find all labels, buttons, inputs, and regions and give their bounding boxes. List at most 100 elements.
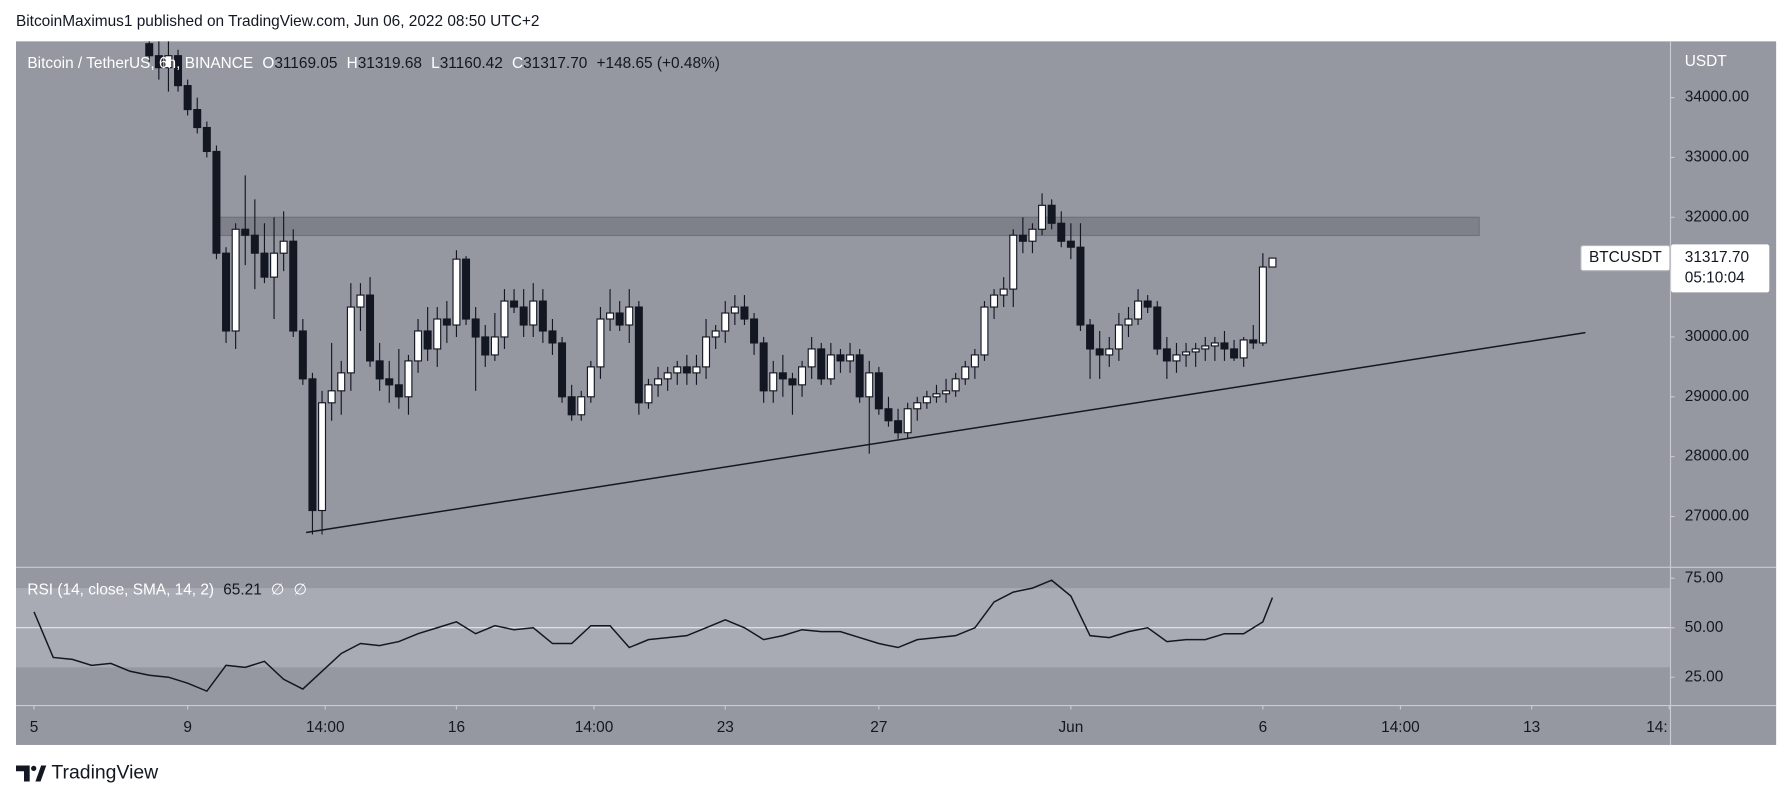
candle-body [1153, 306, 1162, 350]
ohlc-key: C [512, 55, 523, 72]
candle-body [1182, 351, 1191, 356]
candle-body [279, 240, 288, 254]
y-tick-label: 27000.00 [1685, 508, 1749, 525]
candle-body [913, 402, 922, 410]
candle-body [289, 240, 298, 332]
candle-body [538, 300, 547, 332]
candle-body [682, 366, 691, 374]
candle-body [423, 330, 432, 350]
brand-name: TradingView [51, 762, 159, 784]
candle-body [394, 384, 403, 398]
candle-body [615, 312, 624, 326]
candle-body [999, 288, 1008, 296]
candle-body [807, 348, 816, 368]
candle-body [567, 396, 576, 416]
candle-body [750, 318, 759, 344]
candle-body [1172, 354, 1181, 362]
candle-body [490, 336, 499, 356]
candle-body [529, 300, 538, 326]
candle-body [846, 354, 855, 362]
candle-body [1086, 324, 1095, 350]
candle-body [778, 372, 787, 380]
candle-body [308, 378, 317, 512]
candle-body [433, 318, 442, 350]
y-tick-label: 25.00 [1685, 668, 1724, 685]
rsi-pane [15, 579, 1670, 693]
candle-body [337, 372, 346, 392]
candle-body [634, 306, 643, 404]
symbol-legend: Bitcoin / TetherUS, 6h, BINANCE O31169.05… [27, 55, 719, 72]
x-tick-label: 14:00 [306, 719, 345, 736]
candle-body [1258, 266, 1267, 344]
candle-body [414, 330, 423, 362]
candle-body [874, 372, 883, 410]
y-tick-label: 30000.00 [1685, 328, 1749, 345]
candle-body [586, 366, 595, 398]
candle-body [961, 366, 970, 380]
candle-body [356, 294, 365, 308]
candle-body [903, 408, 912, 434]
x-tick-label: 23 [717, 719, 734, 736]
candle-body [759, 342, 768, 392]
logo-mark [15, 765, 30, 782]
candle-body [740, 306, 749, 320]
candle-body [711, 330, 720, 338]
symbol-name: Bitcoin / TetherUS, 6h, BINANCE [27, 55, 253, 72]
candle-body [577, 396, 586, 416]
rsi-value: 65.21 [223, 582, 262, 599]
candle-body [1134, 300, 1143, 320]
resistance-zone [217, 216, 1480, 237]
candle-body [1066, 240, 1075, 248]
ohlc-value: 31169.05 [274, 55, 337, 72]
candle-body [596, 318, 605, 368]
candle-body [990, 294, 999, 308]
candle-body [346, 306, 355, 374]
candle-body [788, 378, 797, 386]
y-tick-label: 28000.00 [1685, 448, 1749, 465]
ohlc-value: 31319.68 [358, 55, 422, 72]
candle-body [212, 150, 221, 254]
x-tick-label: Jun [1058, 719, 1083, 736]
x-tick-label: 14:00 [575, 719, 614, 736]
candle-body [318, 402, 327, 512]
candle-body [644, 384, 653, 404]
candle-body [1191, 348, 1200, 353]
candle-body [231, 228, 240, 332]
rsi-line [33, 579, 1274, 693]
tag-name-box [1580, 244, 1671, 272]
candle-body [654, 378, 663, 386]
candle-body [702, 336, 711, 368]
brand-logo [15, 765, 47, 782]
ohlc-key: O [262, 55, 274, 72]
candle-body [1009, 234, 1018, 290]
candle-body [481, 336, 490, 356]
price-tag: BTCUSDT 31317.70 05:10:04 [1580, 244, 1770, 293]
ohlc-value: 31317.70 [523, 55, 587, 72]
x-tick-label: 27 [870, 719, 887, 736]
y-tick-label: 32000.00 [1685, 208, 1749, 225]
tag-price-box [1671, 244, 1770, 293]
tag-countdown: 05:10:04 [1685, 270, 1745, 287]
candle-body [1249, 339, 1258, 344]
x-tick-label: 14:00 [1381, 719, 1420, 736]
candle-body [471, 318, 480, 338]
candle-body [1230, 348, 1239, 359]
candle-body [1028, 228, 1037, 242]
y-tick-label: 29000.00 [1685, 388, 1749, 405]
ohlc-key: L [431, 55, 440, 72]
logo-mark [35, 765, 47, 782]
x-tick-label: 14: [1646, 719, 1667, 736]
candle-body [366, 294, 375, 362]
y-tick-label: 75.00 [1685, 569, 1724, 586]
candle-body [222, 252, 231, 332]
candle-body [462, 258, 471, 320]
y-tick-label: 34000.00 [1685, 89, 1749, 106]
candle-body [1220, 342, 1229, 350]
candle-body [673, 366, 682, 374]
candle-body [855, 354, 864, 398]
candle-body [769, 372, 778, 392]
candle-body [510, 300, 519, 308]
candle-body [1210, 342, 1219, 347]
